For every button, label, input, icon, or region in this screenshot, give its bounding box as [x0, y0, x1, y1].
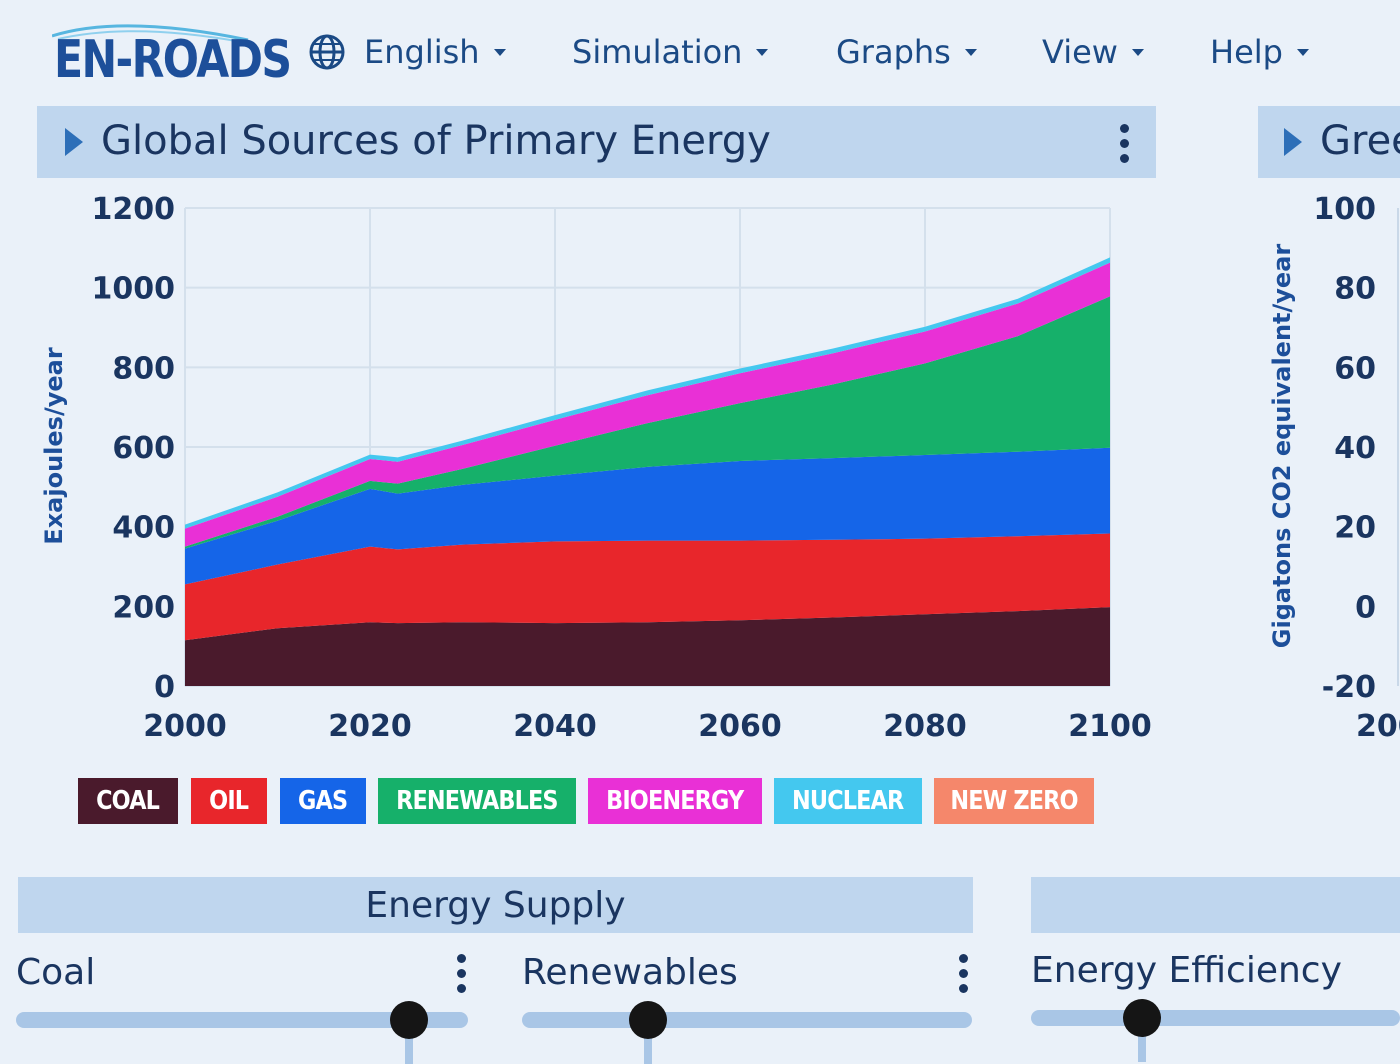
menu-graphs-label: Graphs	[836, 33, 951, 71]
menu-simulation[interactable]: Simulation	[572, 30, 769, 74]
expand-triangle-icon[interactable]	[65, 128, 83, 156]
y-tick-label: 400	[112, 511, 175, 546]
legend-label: NEW ZERO	[950, 786, 1078, 816]
y-tick-label: 200	[112, 590, 175, 625]
globe-icon	[309, 34, 345, 70]
coal-slider-thumb[interactable]	[390, 1001, 429, 1039]
legend-coal[interactable]: COAL	[78, 778, 178, 824]
menu-simulation-label: Simulation	[572, 33, 743, 71]
x-tick-label: 2000	[143, 709, 227, 744]
energy-efficiency-slider-thumb[interactable]	[1122, 999, 1161, 1037]
menu-help[interactable]: Help	[1210, 30, 1309, 74]
side-x-tick-label: 200	[1356, 709, 1400, 744]
coal-slider[interactable]	[16, 1001, 468, 1064]
chart-areas	[185, 257, 1110, 686]
legend-label: RENEWABLES	[396, 786, 558, 816]
legend-label: OIL	[209, 786, 250, 816]
x-tick-label: 2040	[513, 709, 597, 744]
top-menu-bar: EN-ROADS English Simulation Graphs View …	[0, 0, 1400, 100]
legend-renewables[interactable]: RENEWABLES	[378, 778, 576, 824]
legend-label: NUCLEAR	[792, 786, 904, 816]
side-y-tick-label: 80	[1334, 272, 1376, 307]
energy-efficiency-slider[interactable]	[1031, 999, 1400, 1062]
renewables-slider[interactable]	[522, 1001, 972, 1064]
energy-efficiency-slider-label: Energy Efficiency	[1031, 950, 1342, 991]
y-tick-label: 1000	[92, 272, 176, 307]
main-graph-title: Global Sources of Primary Energy	[101, 118, 771, 164]
area-bioenergy	[185, 262, 1110, 547]
logo-text: EN-ROADS	[54, 30, 292, 90]
legend-label: GAS	[298, 786, 348, 816]
energy-supply-title: Energy Supply	[365, 885, 626, 926]
x-tick-label: 2060	[698, 709, 782, 744]
legend-label: COAL	[96, 786, 161, 816]
legend-new-zero[interactable]: NEW ZERO	[934, 778, 1094, 824]
legend-nuclear[interactable]: NUCLEAR	[774, 778, 922, 824]
area-coal	[185, 607, 1110, 686]
side-graph-header[interactable]: Gree	[1258, 106, 1400, 178]
menu-graphs[interactable]: Graphs	[836, 30, 977, 74]
area-renewables	[185, 296, 1110, 549]
area-oil	[185, 533, 1110, 641]
x-tick-label: 2080	[883, 709, 967, 744]
menu-language-label: English	[364, 33, 480, 71]
side-y-tick-label: 60	[1334, 351, 1376, 386]
coal-menu-icon[interactable]	[454, 954, 468, 998]
en-roads-logo[interactable]: EN-ROADS	[52, 22, 292, 92]
energy-efficiency-slider-stem	[1137, 1032, 1146, 1062]
area-nuclear	[185, 257, 1110, 529]
x-tick-label: 2100	[1068, 709, 1152, 744]
y-axis-label: Exajoules/year	[40, 347, 68, 545]
y-tick-label: 800	[112, 351, 175, 386]
side-y-tick-label: 20	[1334, 511, 1376, 546]
caret-down-icon	[1296, 48, 1309, 56]
primary-energy-chart: 2000 2020 2040 2060 2080 2100 0 200 400 600 800 100…	[40, 192, 1152, 744]
renewables-menu-icon[interactable]	[956, 954, 970, 998]
main-graph-header[interactable]: Global Sources of Primary Energy	[37, 106, 1156, 178]
legend-label: BIOENERGY	[606, 786, 744, 816]
menu-language[interactable]: English	[308, 30, 506, 74]
legend-oil[interactable]: OIL	[191, 778, 267, 824]
side-y-tick-label: 100	[1313, 192, 1376, 227]
x-tick-label: 2020	[328, 709, 412, 744]
side-graph-title: Gree	[1320, 118, 1400, 164]
side-y-tick-label: 40	[1334, 431, 1376, 466]
side-y-axis-label: Gigatons CO2 equivalent/year	[1268, 244, 1296, 649]
coal-slider-stem	[405, 1034, 414, 1064]
y-tick-label: 600	[112, 431, 175, 466]
expand-triangle-icon[interactable]	[1284, 128, 1302, 156]
menu-help-label: Help	[1210, 33, 1283, 71]
y-tick-label: 0	[154, 670, 175, 705]
logo-swoosh-icon	[52, 24, 249, 43]
renewables-slider-label: Renewables	[522, 952, 738, 993]
caret-down-icon	[756, 48, 769, 56]
caret-down-icon	[964, 48, 977, 56]
side-chart-ticks: 100 80 60 40 20 0 -20	[1313, 192, 1376, 705]
chart-ticks: 2000 2020 2040 2060 2080 2100 0 200 400 600 800 100…	[92, 192, 1152, 744]
energy-supply-header: Energy Supply	[18, 877, 973, 933]
coal-slider-label: Coal	[16, 952, 96, 993]
right-section-header	[1031, 877, 1400, 933]
legend-gas[interactable]: GAS	[280, 778, 366, 824]
legend-bioenergy[interactable]: BIOENERGY	[588, 778, 762, 824]
area-gas	[185, 447, 1110, 585]
menu-view-label: View	[1042, 33, 1118, 71]
y-tick-label: 1200	[92, 192, 176, 227]
caret-down-icon	[1131, 48, 1144, 56]
side-y-tick-label: 0	[1355, 590, 1376, 625]
renewables-slider-thumb[interactable]	[629, 1001, 667, 1039]
caret-down-icon	[493, 48, 506, 56]
renewables-slider-stem	[644, 1034, 652, 1064]
menu-view[interactable]: View	[1042, 30, 1144, 74]
main-graph-menu-icon[interactable]	[1117, 124, 1131, 168]
side-y-tick-label: -20	[1322, 670, 1376, 705]
